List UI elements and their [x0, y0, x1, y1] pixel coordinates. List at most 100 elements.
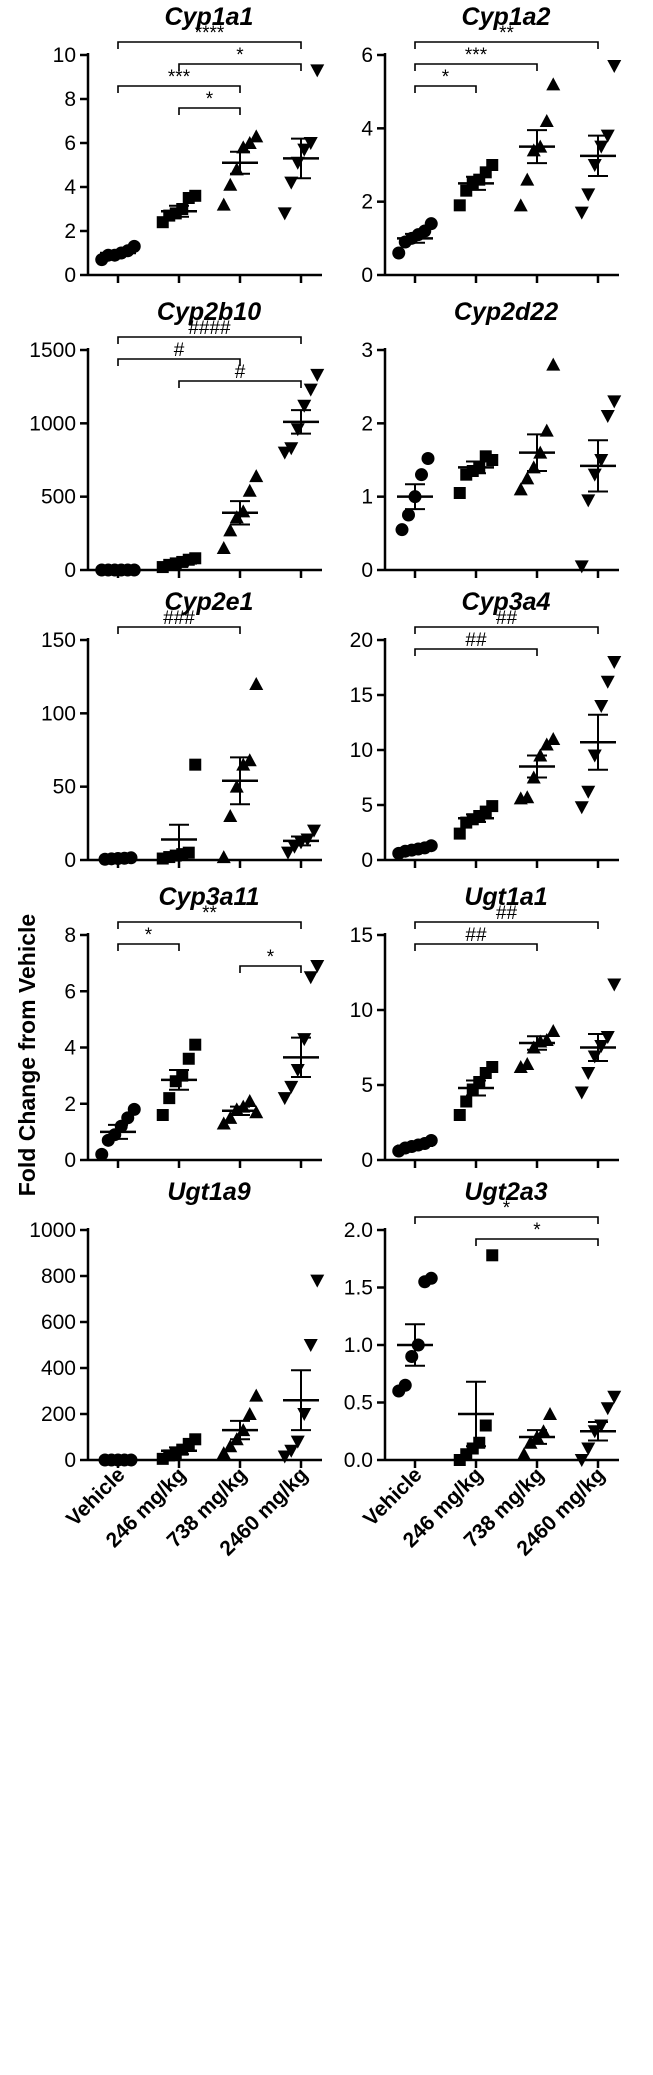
data-point-738-mg-kg [242, 136, 257, 149]
significance-label: * [533, 1220, 541, 1241]
data-point-vehicle [395, 523, 409, 537]
chart-title: Cyp3a4 [462, 588, 551, 616]
significance-bracket [117, 41, 302, 49]
data-point-2460-mg-kg [600, 1402, 615, 1416]
data-point-2460-mg-kg [277, 446, 292, 460]
significance-bracket [414, 63, 538, 71]
significance-bracket [414, 921, 599, 929]
chart-cyp2d22: Cyp2d22 0 1 2 3 [361, 298, 622, 582]
y-tick-label: 0 [361, 264, 373, 287]
data-point-738-mg-kg [242, 1093, 257, 1107]
y-tick-label: 4 [361, 117, 373, 140]
significance-bracket [239, 965, 302, 973]
significance-label: * [206, 89, 214, 110]
significance-label: #### [188, 318, 231, 339]
significance-bracket [117, 85, 241, 93]
data-point-2460-mg-kg [284, 1080, 299, 1094]
data-point-738-mg-kg [249, 1388, 264, 1402]
significance-label: * [145, 925, 153, 946]
significance-bracket [475, 1238, 599, 1246]
data-point-738-mg-kg [520, 790, 535, 804]
significance-label: # [174, 340, 185, 361]
data-point-2460-mg-kg [607, 1390, 622, 1404]
data-point-2460-mg-kg [587, 159, 602, 172]
data-point-738-mg-kg [216, 1446, 231, 1460]
y-tick-label: 10 [350, 739, 373, 762]
significance-bracket [117, 358, 241, 366]
data-point-vehicle [398, 1378, 412, 1392]
data-point-738-mg-kg [513, 198, 528, 212]
data-point-738-mg-kg [546, 77, 561, 91]
significance-label: ## [465, 925, 487, 946]
chart-cyp3a4: Cyp3a4 0 5 10 15 20 ## ## [350, 588, 622, 872]
data-point-vehicle [421, 452, 435, 466]
significance-bracket [414, 648, 538, 656]
data-point-246-mg-kg [189, 552, 202, 565]
data-point-2460-mg-kg [574, 206, 589, 220]
y-tick-label: 0 [361, 559, 373, 582]
significance-label: * [503, 1198, 511, 1219]
data-point-246-mg-kg [460, 1095, 473, 1108]
y-tick-label: 2 [361, 191, 373, 214]
data-point-246-mg-kg [453, 827, 466, 840]
y-tick-label: 3 [361, 339, 373, 362]
y-tick-label: 6 [64, 132, 76, 155]
data-point-vehicle [392, 246, 406, 260]
data-point-246-mg-kg [163, 1092, 176, 1105]
data-point-738-mg-kg [539, 114, 554, 127]
y-tick-label: 10 [53, 44, 76, 67]
data-point-2460-mg-kg [594, 140, 609, 154]
significance-label: * [267, 947, 275, 968]
significance-bracket [178, 63, 302, 71]
data-point-vehicle [424, 217, 438, 231]
y-tick-label: 15 [350, 924, 373, 947]
data-point-2460-mg-kg [587, 468, 602, 482]
data-point-2460-mg-kg [290, 1435, 305, 1449]
data-point-2460-mg-kg [600, 675, 615, 689]
significance-bracket [414, 626, 599, 634]
y-tick-label: 4 [64, 1037, 76, 1060]
significance-label: ## [496, 608, 518, 629]
data-point-2460-mg-kg [277, 207, 292, 221]
y-tick-label: 0 [64, 849, 76, 872]
data-point-2460-mg-kg [297, 399, 312, 413]
y-tick-label: 5 [361, 1074, 373, 1097]
data-point-738-mg-kg [543, 1407, 557, 1420]
data-point-2460-mg-kg [574, 1454, 589, 1467]
y-tick-label: 600 [41, 1311, 76, 1334]
significance-bracket [178, 107, 241, 115]
data-point-246-mg-kg [486, 1061, 499, 1073]
data-point-2460-mg-kg [310, 64, 325, 78]
y-tick-label: 0 [361, 849, 373, 872]
significance-bracket [414, 1216, 599, 1224]
y-tick-label: 0 [361, 1149, 373, 1172]
data-point-2460-mg-kg [574, 1086, 589, 1100]
data-point-738-mg-kg [520, 471, 535, 485]
significance-bracket [117, 336, 302, 344]
significance-bracket [117, 626, 241, 634]
data-point-738-mg-kg [546, 1024, 561, 1037]
data-point-738-mg-kg [249, 469, 264, 483]
data-point-2460-mg-kg [297, 1408, 312, 1421]
data-point-738-mg-kg [223, 523, 238, 537]
data-point-2460-mg-kg [607, 395, 622, 409]
significance-bracket [178, 380, 302, 388]
data-point-2460-mg-kg [284, 176, 299, 190]
significance-label: # [235, 362, 246, 383]
data-point-2460-mg-kg [284, 1444, 299, 1458]
data-point-2460-mg-kg [303, 383, 318, 397]
data-point-2460-mg-kg [574, 560, 589, 574]
chart-cyp2e1: Cyp2e1 0 50 100 150 ### [41, 588, 322, 872]
y-tick-label: 2 [64, 220, 76, 243]
data-point-2460-mg-kg [297, 1033, 312, 1047]
y-tick-label: 2 [361, 412, 373, 435]
y-tick-label: 1500 [29, 339, 76, 362]
y-tick-label: 0 [64, 1149, 76, 1172]
y-tick-label: 0.0 [344, 1449, 373, 1472]
significance-bracket [117, 921, 302, 929]
chart-title: Ugt1a9 [167, 1178, 250, 1206]
data-point-2460-mg-kg [284, 442, 299, 456]
data-point-246-mg-kg [182, 1052, 195, 1065]
